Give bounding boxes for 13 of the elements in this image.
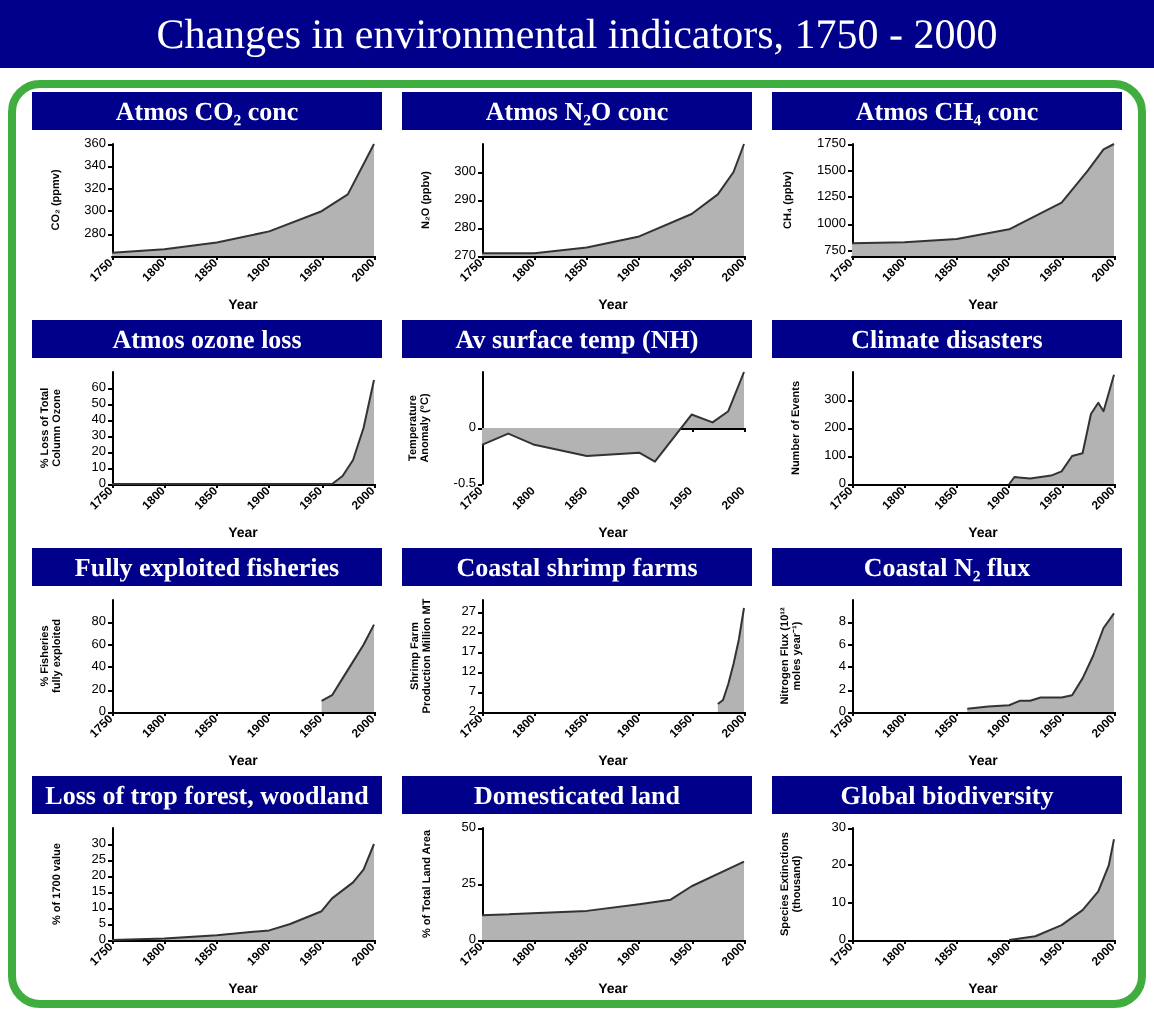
chart-title: Av surface temp (NH): [402, 320, 752, 358]
chart-title: Atmos N₂O conc: [402, 92, 752, 130]
chart-title: Atmos ozone loss: [32, 320, 382, 358]
chart-title: Coastal shrimp farms: [402, 548, 752, 586]
chart-title: Coastal N₂ flux: [772, 548, 1122, 586]
text: Changes in environmental indicators, 1750 - 2000: [0, 0, 1154, 68]
chart-title: Domesticated land: [402, 776, 752, 814]
chart-title: Climate disasters: [772, 320, 1122, 358]
chart-title: Atmos CH₄ conc: [772, 92, 1122, 130]
chart-title: Fully exploited fisheries: [32, 548, 382, 586]
chart-title: Atmos CO₂ conc: [32, 92, 382, 130]
chart-title: Loss of trop forest, woodland: [32, 776, 382, 814]
chart-title: Global biodiversity: [772, 776, 1122, 814]
